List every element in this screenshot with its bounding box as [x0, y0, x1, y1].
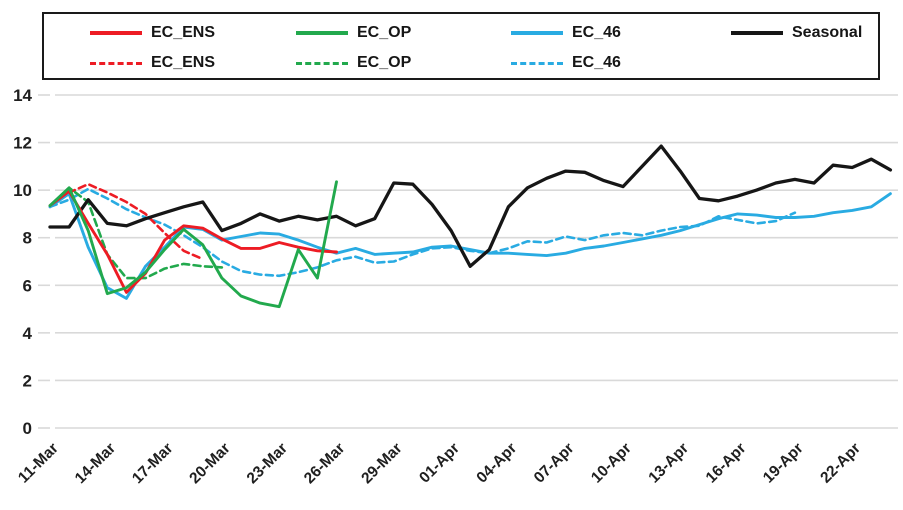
series-line-ec_op-solid: [48, 180, 338, 309]
ec-ens-solid-line-icon: [90, 31, 142, 35]
series-line-seasonal-solid: [48, 144, 893, 268]
y-tick-label: 14: [13, 86, 32, 105]
y-tick-label: 12: [13, 134, 32, 153]
y-tick-label: 4: [23, 324, 33, 343]
legend-item-seasonal: Seasonal: [731, 22, 862, 44]
legend-label: EC_OP: [357, 54, 412, 71]
x-tick-label: 29-Mar: [358, 440, 405, 487]
legend-label: EC_46: [572, 54, 621, 71]
legend-label: EC_ENS: [151, 24, 216, 41]
x-tick-label: 07-Apr: [531, 440, 578, 487]
x-tick-label: 17-Mar: [129, 440, 176, 487]
legend-item-ec-op-dashed: EC_OP: [296, 52, 411, 74]
x-tick-label: 26-Mar: [301, 440, 348, 487]
series-line-ec_ens-dashed: [48, 182, 205, 261]
legend-item-ec-op-solid: EC_OP: [296, 22, 411, 44]
legend-label: EC_46: [572, 24, 621, 41]
x-tick-label: 20-Mar: [186, 440, 233, 487]
x-tick-label: 14-Mar: [72, 440, 119, 487]
y-tick-label: 0: [23, 419, 32, 438]
y-tick-label: 2: [23, 371, 32, 390]
legend-item-ec-46-solid: EC_46: [511, 22, 621, 44]
y-tick-label: 6: [23, 276, 32, 295]
x-tick-label: 01-Apr: [416, 440, 463, 487]
legend-item-ec-ens-dashed: EC_ENS: [90, 52, 215, 74]
seasonal-line-icon: [731, 31, 783, 35]
x-tick-label: 04-Apr: [473, 440, 520, 487]
x-tick-label: 11-Mar: [15, 440, 62, 487]
series-line-ec_46-dashed: [48, 187, 797, 278]
y-tick-label: 8: [23, 229, 32, 248]
legend-item-ec-ens-solid: EC_ENS: [90, 22, 215, 44]
series-line-ec_op-dashed: [48, 186, 224, 280]
legend-label: Seasonal: [792, 24, 863, 41]
legend-label: EC_OP: [357, 24, 412, 41]
legend-item-ec-46-dashed: EC_46: [511, 52, 621, 74]
ec-ens-dashed-line-icon: [90, 61, 142, 65]
y-tick-label: 10: [13, 181, 32, 200]
x-tick-label: 16-Apr: [703, 440, 750, 487]
x-tick-label: 23-Mar: [244, 440, 291, 487]
ec-op-solid-line-icon: [296, 31, 348, 35]
x-tick-label: 10-Apr: [588, 440, 635, 487]
x-tick-label: 19-Apr: [760, 440, 807, 487]
x-tick-label: 22-Apr: [817, 440, 864, 487]
ec-46-dashed-line-icon: [511, 61, 563, 65]
ec-46-solid-line-icon: [511, 31, 563, 35]
series-line-ec_ens-solid: [48, 189, 338, 294]
x-tick-label: 13-Apr: [645, 440, 692, 487]
legend-label: EC_ENS: [151, 54, 216, 71]
ec-op-dashed-line-icon: [296, 61, 348, 65]
legend: EC_ENS EC_OP EC_46 Seasonal EC_ENS EC_OP…: [42, 12, 880, 80]
